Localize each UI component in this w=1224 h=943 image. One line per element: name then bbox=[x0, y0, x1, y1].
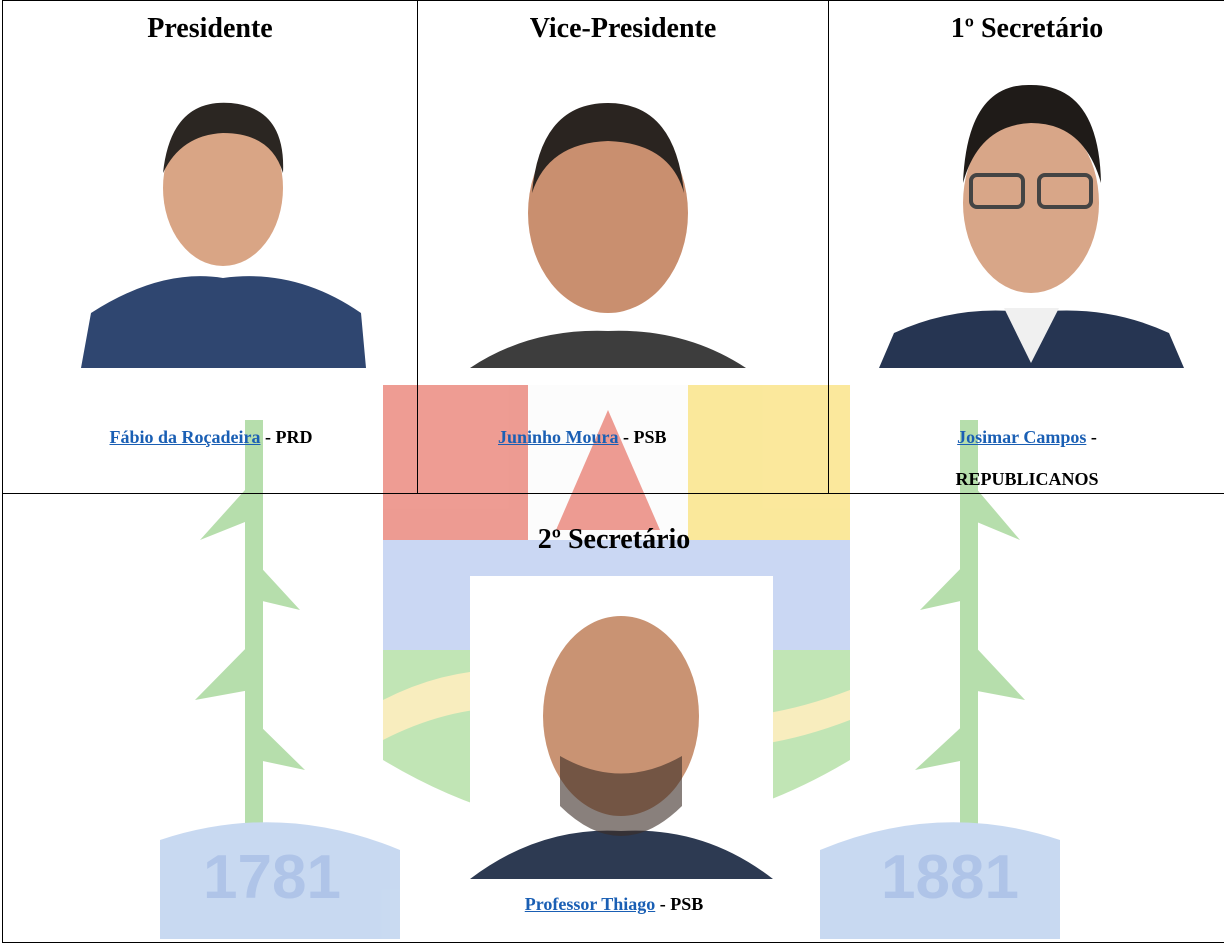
member-caption: Josimar Campos - REPUBLICANOS bbox=[829, 416, 1224, 500]
table-cell: Presidente Fábio da Roçadeira - PRD bbox=[2, 0, 418, 494]
role-title: Presidente bbox=[147, 13, 273, 44]
separator: - bbox=[623, 427, 630, 447]
member-caption: Professor Thiago - PSB bbox=[3, 883, 1224, 925]
party: REPUBLICANOS bbox=[955, 469, 1099, 489]
party: PSB bbox=[633, 427, 667, 447]
separator: - bbox=[265, 427, 271, 447]
photo bbox=[81, 63, 366, 368]
member-link[interactable]: Juninho Moura bbox=[498, 427, 619, 447]
table-cell: 1º Secretário Josimar Campos - REPUBLICAN… bbox=[828, 0, 1224, 494]
role-title: 2º Secretário bbox=[537, 524, 691, 555]
photo bbox=[470, 63, 746, 368]
separator: - bbox=[1090, 427, 1097, 447]
watermark-year: 1881 bbox=[881, 843, 1019, 912]
member-caption: Fábio da Roçadeira - PRD bbox=[3, 416, 419, 458]
photo bbox=[470, 576, 773, 879]
table-cell: 2º Secretário Professor Thiago - PSB bbox=[2, 493, 1224, 943]
photo bbox=[879, 63, 1184, 368]
member-link[interactable]: Professor Thiago bbox=[524, 894, 656, 914]
party: PRD bbox=[275, 427, 313, 447]
watermark-year: 1781 bbox=[203, 843, 341, 912]
member-caption: Juninho Moura - PSB bbox=[418, 416, 830, 458]
member-link[interactable]: Fábio da Roçadeira bbox=[109, 427, 261, 447]
role-title: Vice-Presidente bbox=[529, 13, 717, 44]
party: PSB bbox=[670, 894, 704, 914]
table-cell: Vice-Presidente Juninho Moura - PSB bbox=[417, 0, 829, 494]
role-title: 1º Secretário bbox=[950, 13, 1104, 44]
member-link[interactable]: Josimar Campos bbox=[957, 427, 1087, 447]
separator: - bbox=[659, 894, 666, 914]
